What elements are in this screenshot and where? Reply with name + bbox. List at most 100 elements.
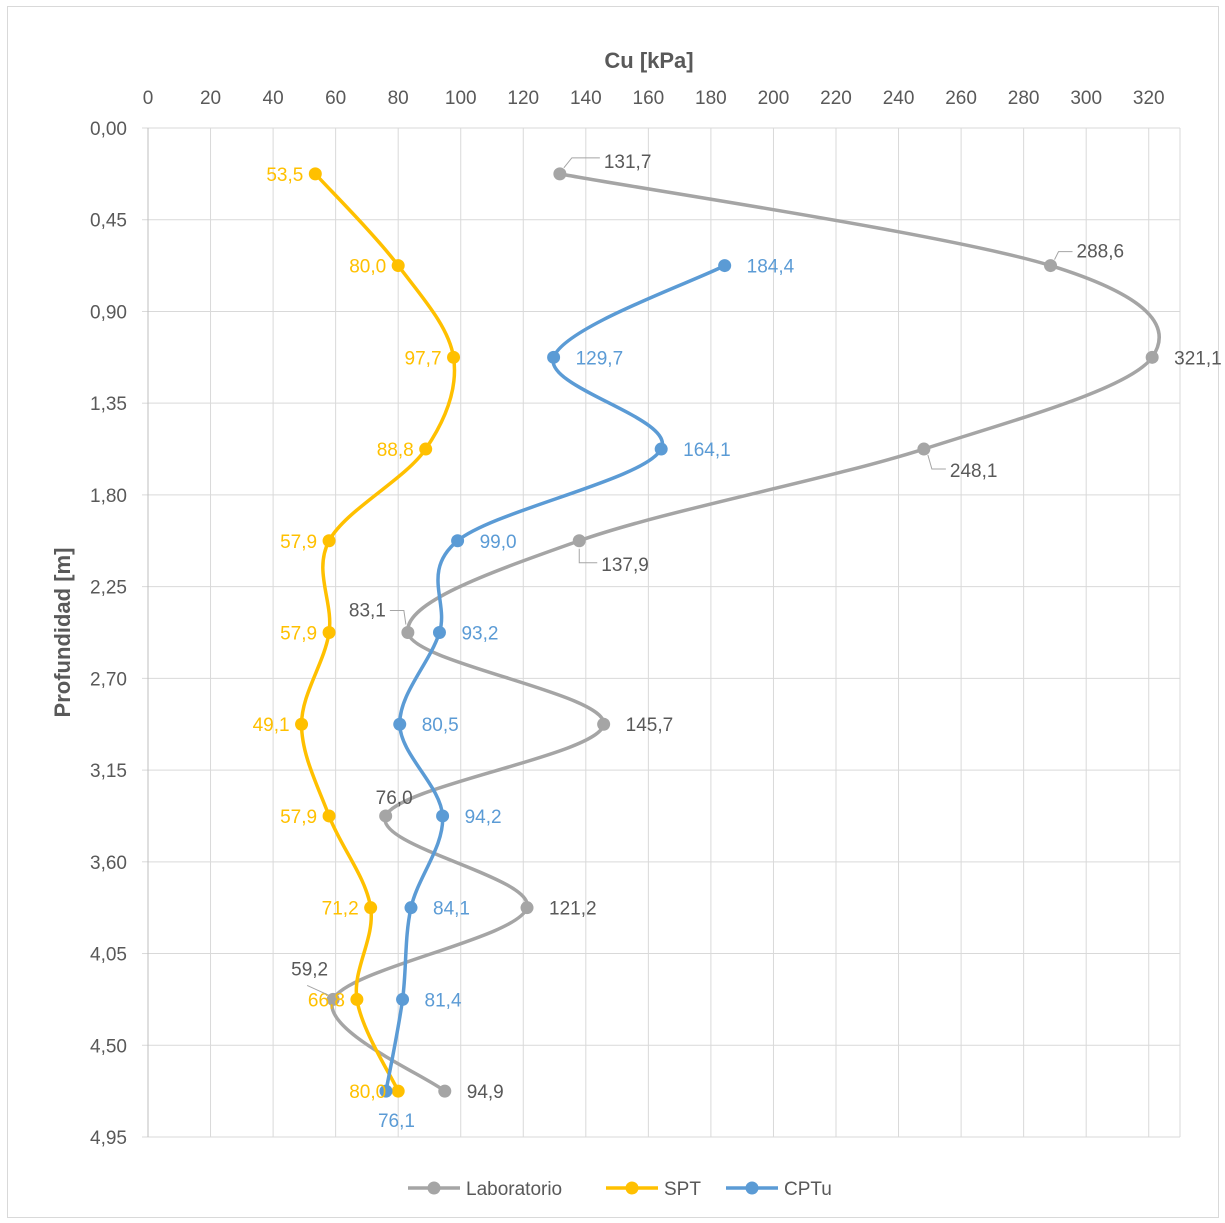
x-tick-label: 140 — [570, 88, 602, 109]
data-label: 83,1 — [349, 601, 386, 622]
data-point — [393, 717, 407, 731]
x-tick-label: 100 — [445, 88, 477, 109]
data-label: 80,0 — [349, 257, 386, 278]
legend-marker — [745, 1181, 759, 1195]
x-tick-label: 160 — [633, 88, 665, 109]
data-label: 71,2 — [322, 899, 359, 920]
data-point — [572, 534, 586, 548]
label-leader-line — [563, 157, 600, 169]
data-label: 84,1 — [433, 899, 470, 920]
data-label: 80,5 — [422, 715, 459, 736]
data-label: 76,1 — [378, 1111, 415, 1132]
data-label: 80,0 — [349, 1082, 386, 1103]
data-label: 81,4 — [425, 990, 462, 1011]
data-labels: 131,7 288,6 321,1 248,1 137,9 83,1 145,7 76,0 12… — [253, 152, 1222, 1132]
y-axis-title: Profundidad [m] — [50, 548, 75, 718]
data-label: 288,6 — [1077, 242, 1125, 263]
data-label: 137,9 — [601, 555, 649, 576]
y-tick-label: 0,90 — [90, 302, 127, 323]
y-tick-label: 4,95 — [90, 1128, 127, 1149]
data-label: 93,2 — [461, 624, 498, 645]
data-label: 99,0 — [480, 532, 517, 553]
data-label: 76,0 — [376, 788, 413, 809]
label-leader-line — [578, 548, 598, 564]
x-tick-label: 0 — [143, 88, 154, 109]
data-point — [364, 901, 378, 915]
data-point — [379, 1084, 393, 1098]
data-point — [396, 992, 410, 1006]
data-point — [438, 1084, 452, 1098]
series — [295, 167, 1161, 1098]
data-point — [451, 534, 465, 548]
y-tick-label: 1,35 — [90, 394, 127, 415]
legend-label: SPT — [664, 1179, 701, 1200]
data-point — [718, 259, 732, 273]
legend-marker — [427, 1181, 441, 1195]
data-point — [436, 809, 450, 823]
data-point — [553, 167, 567, 181]
data-point — [322, 534, 336, 548]
y-tick-label: 0,45 — [90, 211, 127, 232]
data-point — [654, 442, 668, 456]
data-label: 57,9 — [280, 532, 317, 553]
series-line-spt — [299, 172, 457, 1093]
x-tick-label: 320 — [1133, 88, 1165, 109]
data-point — [401, 626, 415, 639]
x-tick-label: 40 — [263, 88, 284, 109]
data-point — [322, 626, 336, 639]
data-point — [404, 901, 418, 915]
data-label: 248,1 — [950, 461, 998, 482]
x-tick-label: 80 — [388, 88, 409, 109]
data-label: 164,1 — [683, 440, 731, 461]
data-point — [1044, 259, 1058, 273]
data-label: 129,7 — [576, 348, 624, 369]
data-point — [391, 259, 405, 273]
data-label: 66,8 — [308, 990, 345, 1011]
data-label: 94,9 — [467, 1082, 504, 1103]
x-tick-label: 280 — [1008, 88, 1040, 109]
data-label: 94,2 — [465, 807, 502, 828]
legend-item-cptu: CPTu — [726, 1179, 832, 1200]
label-leader-line — [927, 454, 946, 470]
data-point — [917, 442, 931, 456]
data-point — [1145, 350, 1159, 364]
data-label: 121,2 — [549, 899, 597, 920]
data-point — [447, 350, 461, 364]
y-tick-label: 1,80 — [90, 486, 127, 507]
data-label: 59,2 — [291, 959, 328, 980]
x-tick-label: 120 — [507, 88, 539, 109]
series-line-laboratorio — [330, 172, 1161, 1093]
x-tick-label: 20 — [200, 88, 221, 109]
data-label: 49,1 — [253, 715, 290, 736]
legend-item-laboratorio: Laboratorio — [408, 1179, 562, 1200]
x-tick-label: 240 — [883, 88, 915, 109]
y-tick-label: 4,05 — [90, 945, 127, 966]
x-tick-label: 60 — [325, 88, 346, 109]
legend: Laboratorio SPT CPTu — [408, 1179, 832, 1200]
x-tick-label: 260 — [945, 88, 977, 109]
data-point — [308, 167, 322, 181]
data-point — [391, 1084, 405, 1098]
axes: 0 20 40 60 80 100 120 140 160 180 200 220 240 260 280 3… — [90, 88, 1165, 1149]
legend-label: Laboratorio — [466, 1179, 562, 1200]
data-point — [419, 442, 433, 456]
y-tick-label: 2,70 — [90, 669, 127, 690]
data-point — [432, 626, 446, 639]
data-point — [326, 992, 340, 1006]
y-tick-label: 3,15 — [90, 761, 127, 782]
y-tick-label: 4,50 — [90, 1036, 127, 1057]
data-label: 97,7 — [405, 348, 442, 369]
legend-marker — [625, 1181, 639, 1195]
data-point — [295, 717, 309, 731]
data-point — [547, 350, 561, 364]
legend-label: CPTu — [784, 1179, 832, 1200]
label-leader-line — [306, 984, 330, 996]
data-label: 321,1 — [1174, 348, 1222, 369]
x-tick-label: 180 — [695, 88, 727, 109]
data-label: 53,5 — [266, 165, 303, 186]
data-point — [322, 809, 336, 823]
data-label: 57,9 — [280, 624, 317, 645]
y-tick-label: 3,60 — [90, 853, 127, 874]
y-tick-label: 0,00 — [90, 119, 127, 140]
